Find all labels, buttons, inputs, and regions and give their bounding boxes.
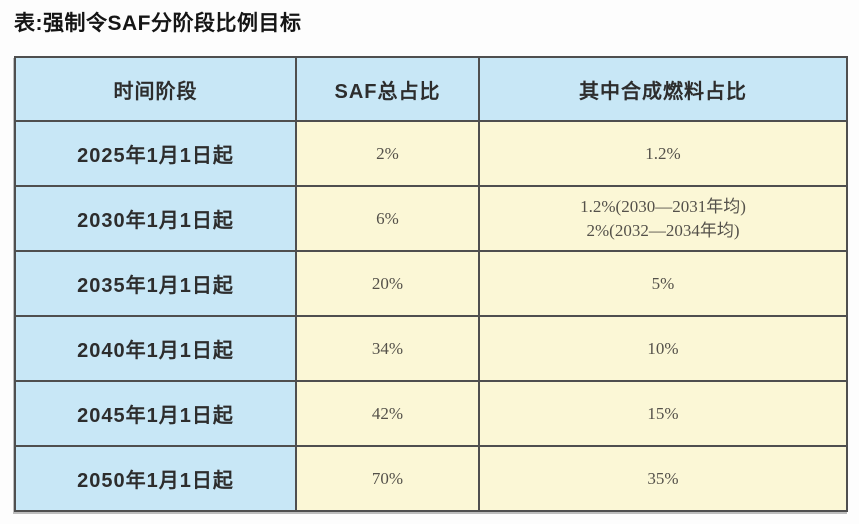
period-cell: 2030年1月1日起: [14, 185, 297, 252]
period-cell: 2025年1月1日起: [14, 120, 297, 187]
synthetic-cell: 5%: [478, 250, 848, 317]
saf-cell: 70%: [295, 445, 480, 512]
saf-cell: 20%: [295, 250, 480, 317]
saf-cell: 2%: [295, 120, 480, 187]
saf-cell: 6%: [295, 185, 480, 252]
header-cell-period: 时间阶段: [14, 56, 297, 122]
table-row: 2025年1月1日起 2% 1.2%: [14, 120, 848, 187]
synthetic-cell: 15%: [478, 380, 848, 447]
saf-cell: 42%: [295, 380, 480, 447]
table-row: 2040年1月1日起 34% 10%: [14, 315, 848, 382]
table-row: 2030年1月1日起 6% 1.2%(2030—2031年均) 2%(2032—2…: [14, 185, 848, 252]
saf-targets-table: 时间阶段 SAF总占比 其中合成燃料占比 2025年1月1日起 2% 1.2% …: [14, 56, 848, 512]
period-cell: 2045年1月1日起: [14, 380, 297, 447]
synthetic-cell: 10%: [478, 315, 848, 382]
table-header-row: 时间阶段 SAF总占比 其中合成燃料占比: [14, 56, 848, 122]
header-cell-synthetic: 其中合成燃料占比: [478, 56, 848, 122]
period-cell: 2050年1月1日起: [14, 445, 297, 512]
page-title: 表:强制令SAF分阶段比例目标: [14, 12, 302, 35]
header-cell-saf-total: SAF总占比: [295, 56, 480, 122]
period-cell: 2035年1月1日起: [14, 250, 297, 317]
synthetic-cell: 1.2%: [478, 120, 848, 187]
table-row: 2045年1月1日起 42% 15%: [14, 380, 848, 447]
table-body: 2025年1月1日起 2% 1.2% 2030年1月1日起 6% 1.2%(20…: [14, 120, 848, 512]
synthetic-cell: 35%: [478, 445, 848, 512]
table-row: 2035年1月1日起 20% 5%: [14, 250, 848, 317]
saf-cell: 34%: [295, 315, 480, 382]
synthetic-cell: 1.2%(2030—2031年均) 2%(2032—2034年均): [478, 185, 848, 252]
period-cell: 2040年1月1日起: [14, 315, 297, 382]
table-row: 2050年1月1日起 70% 35%: [14, 445, 848, 512]
